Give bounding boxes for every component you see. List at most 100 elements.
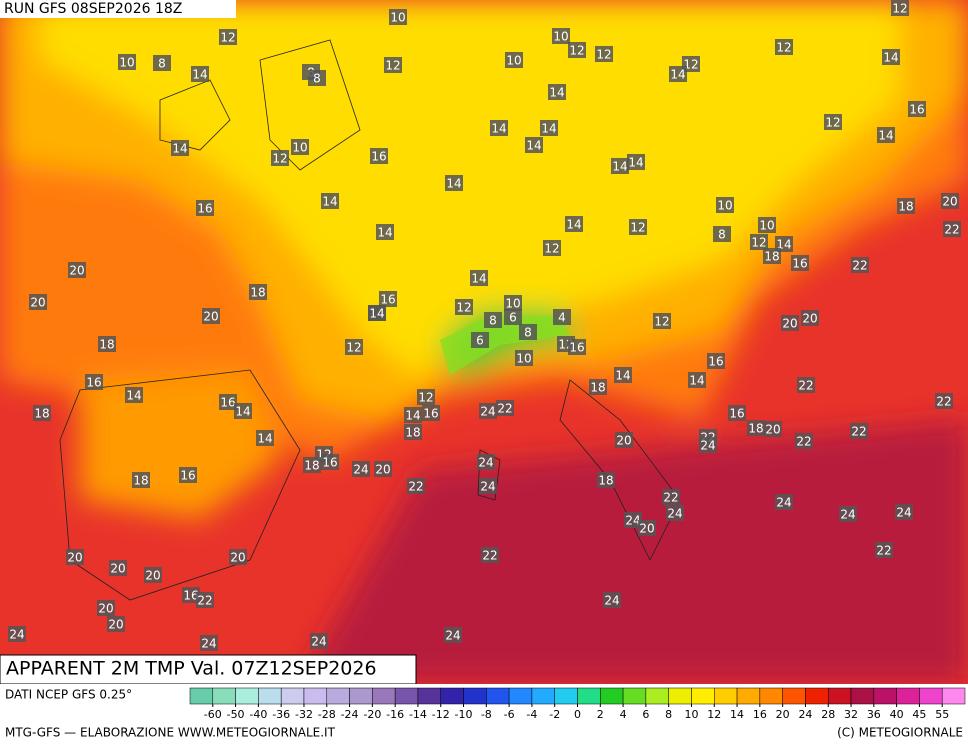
colorbar-tick-label: 0 xyxy=(574,708,581,721)
label-box xyxy=(125,387,143,403)
temperature-label: 10 xyxy=(516,352,531,366)
temperature-label: 10 xyxy=(119,56,134,70)
label-box xyxy=(515,350,533,366)
temperature-label: 14 xyxy=(446,177,461,191)
temperature-label: 20 xyxy=(30,296,45,310)
colorbar-swatch xyxy=(850,687,875,705)
temperature-label: 14 xyxy=(257,432,272,446)
label-box xyxy=(908,101,926,117)
temperature-label: 20 xyxy=(765,423,780,437)
label-box xyxy=(627,154,645,170)
temperature-label: 14 xyxy=(377,226,392,240)
label-box xyxy=(8,626,26,642)
label-box xyxy=(68,262,86,278)
label-box xyxy=(791,255,809,271)
temperature-label: 20 xyxy=(67,551,82,565)
colorbar-swatch xyxy=(235,687,259,705)
colorbar-tick-label: 6 xyxy=(642,708,649,721)
colorbar-tick-label: -36 xyxy=(272,708,290,721)
label-box xyxy=(132,472,150,488)
label-box xyxy=(935,393,953,409)
temperature-label: 24 xyxy=(353,463,368,477)
colorbar-tick-label: -60 xyxy=(204,708,222,721)
label-box xyxy=(191,66,209,82)
temperature-label: 12 xyxy=(544,242,559,256)
temperature-label: 8 xyxy=(313,72,321,86)
label-box xyxy=(614,367,632,383)
label-box xyxy=(775,39,793,55)
colorbar-swatch xyxy=(896,687,920,705)
temperature-label: 24 xyxy=(896,506,911,520)
temperature-label: 12 xyxy=(630,221,645,235)
temperature-label: 22 xyxy=(497,402,512,416)
colorbar-tick-label: -50 xyxy=(227,708,245,721)
label-box xyxy=(882,49,900,65)
label-box xyxy=(66,549,84,565)
label-box xyxy=(615,432,633,448)
label-box xyxy=(597,472,615,488)
copyright-text: (C) METEOGIORNALE xyxy=(837,726,963,740)
temperature-label: 24 xyxy=(480,480,495,494)
label-box xyxy=(407,478,425,494)
temperature-label: 20 xyxy=(108,618,123,632)
temperature-label: 20 xyxy=(145,569,160,583)
label-box xyxy=(669,66,687,82)
temperature-label: 20 xyxy=(110,562,125,576)
temperature-label: 14 xyxy=(883,51,898,65)
colorbar-tick-label: -32 xyxy=(295,708,313,721)
temperature-label: 24 xyxy=(311,635,326,649)
run-title: RUN GFS 08SEP2026 18Z xyxy=(4,1,182,17)
temperature-label: 22 xyxy=(482,549,497,563)
temperature-label: 14 xyxy=(405,409,420,423)
label-box xyxy=(565,216,583,232)
label-box xyxy=(875,542,893,558)
temperature-label: 24 xyxy=(776,496,791,510)
colorbar-tick-label: -2 xyxy=(549,708,560,721)
label-box xyxy=(824,114,842,130)
colorbar-swatch xyxy=(531,687,555,705)
colorbar-swatch xyxy=(212,687,236,705)
temperature-label: 16 xyxy=(371,150,386,164)
label-box xyxy=(384,57,402,73)
label-box xyxy=(653,313,671,329)
temperature-label: 14 xyxy=(549,86,564,100)
label-box xyxy=(611,158,629,174)
label-box xyxy=(153,55,171,71)
colorbar-swatch xyxy=(645,687,669,705)
label-box xyxy=(624,512,642,528)
temperature-label: 10 xyxy=(390,11,405,25)
temperature-label: 16 xyxy=(423,407,438,421)
colorbar-tick-label: -16 xyxy=(386,708,404,721)
colorbar-swatch xyxy=(919,687,943,705)
label-box xyxy=(764,421,782,437)
colorbar-swatch xyxy=(622,687,647,705)
colorbar-swatch xyxy=(805,687,829,705)
label-box xyxy=(219,29,237,45)
label-box xyxy=(202,308,220,324)
label-box xyxy=(303,457,321,473)
colorbar-swatch xyxy=(394,687,419,705)
label-box xyxy=(321,193,339,209)
colorbar-swatch xyxy=(714,687,738,705)
label-box xyxy=(33,405,51,421)
temperature-label: 22 xyxy=(944,223,959,237)
temperature-label: 24 xyxy=(840,508,855,522)
label-box xyxy=(850,423,868,439)
label-box xyxy=(481,547,499,563)
temperature-label: 6 xyxy=(476,334,484,348)
temperature-label: 22 xyxy=(876,544,891,558)
colorbar-tick-label: 16 xyxy=(753,708,767,721)
label-box xyxy=(716,197,734,213)
label-box xyxy=(519,324,537,340)
temperature-label: 20 xyxy=(639,522,654,536)
temperature-label: 14 xyxy=(192,68,207,82)
label-box xyxy=(29,294,47,310)
colorbar-swatch xyxy=(577,687,601,705)
temperature-label: 18 xyxy=(133,474,148,488)
temperature-label: 10 xyxy=(292,141,307,155)
temperature-label: 14 xyxy=(526,139,541,153)
temperature-label: 6 xyxy=(509,311,517,325)
temperature-label: 14 xyxy=(612,160,627,174)
temperature-label: 22 xyxy=(852,259,867,273)
label-box xyxy=(291,139,309,155)
